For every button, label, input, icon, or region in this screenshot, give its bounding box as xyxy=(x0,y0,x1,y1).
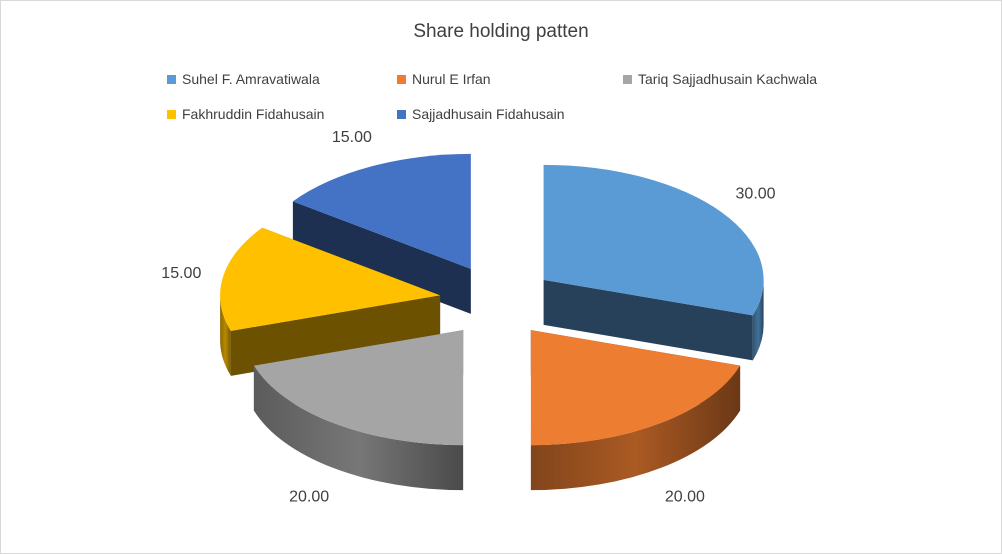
legend-swatch-3 xyxy=(167,109,176,119)
legend-label-4: Sajjadhusain Fidahusain xyxy=(412,106,565,122)
chart-title: Share holding patten xyxy=(413,21,589,42)
slice-wall-0-1 xyxy=(543,279,753,361)
data-label-1: 20.00 xyxy=(665,489,705,506)
slice-top-0 xyxy=(543,164,764,316)
slice-side-2-0 xyxy=(253,365,464,491)
pie-slice-0 xyxy=(543,164,764,361)
legend-item-1: Nurul E Irfan xyxy=(397,71,491,87)
data-label-4: 15.00 xyxy=(332,129,372,146)
legend-item-0: Suhel F. Amravatiwala xyxy=(167,71,320,87)
legend-item-3: Fakhruddin Fidahusain xyxy=(167,106,324,122)
slice-side-0-0 xyxy=(752,279,764,361)
slice-top-3 xyxy=(220,227,441,331)
data-label-3: 15.00 xyxy=(161,265,201,282)
slice-top-2 xyxy=(253,330,464,446)
legend-swatch-1 xyxy=(397,74,406,84)
legend-label-2: Tariq Sajjadhusain Kachwala xyxy=(638,71,817,87)
legend-item-4: Sajjadhusain Fidahusain xyxy=(397,106,565,122)
legend-label-3: Fakhruddin Fidahusain xyxy=(182,106,325,122)
slice-side-3-0 xyxy=(220,295,231,376)
legend-swatch-2 xyxy=(623,74,632,84)
legend-item-2: Tariq Sajjadhusain Kachwala xyxy=(623,71,817,87)
legend-label-0: Suhel F. Amravatiwala xyxy=(182,71,320,87)
data-label-2: 20.00 xyxy=(289,489,329,506)
pie-slice-2 xyxy=(253,330,464,491)
pie-slice-3 xyxy=(220,227,441,376)
slice-top-1 xyxy=(530,330,741,446)
pie-slice-4 xyxy=(292,153,471,314)
slice-top-4 xyxy=(292,153,471,269)
slice-side-1-0 xyxy=(530,365,741,491)
slice-wall-4-0 xyxy=(292,201,471,314)
data-label-0: 30.00 xyxy=(736,185,776,202)
legend-swatch-4 xyxy=(397,109,406,119)
pie-slice-1 xyxy=(530,330,741,491)
legend-label-1: Nurul E Irfan xyxy=(412,71,491,87)
legend-swatch-0 xyxy=(167,74,176,84)
